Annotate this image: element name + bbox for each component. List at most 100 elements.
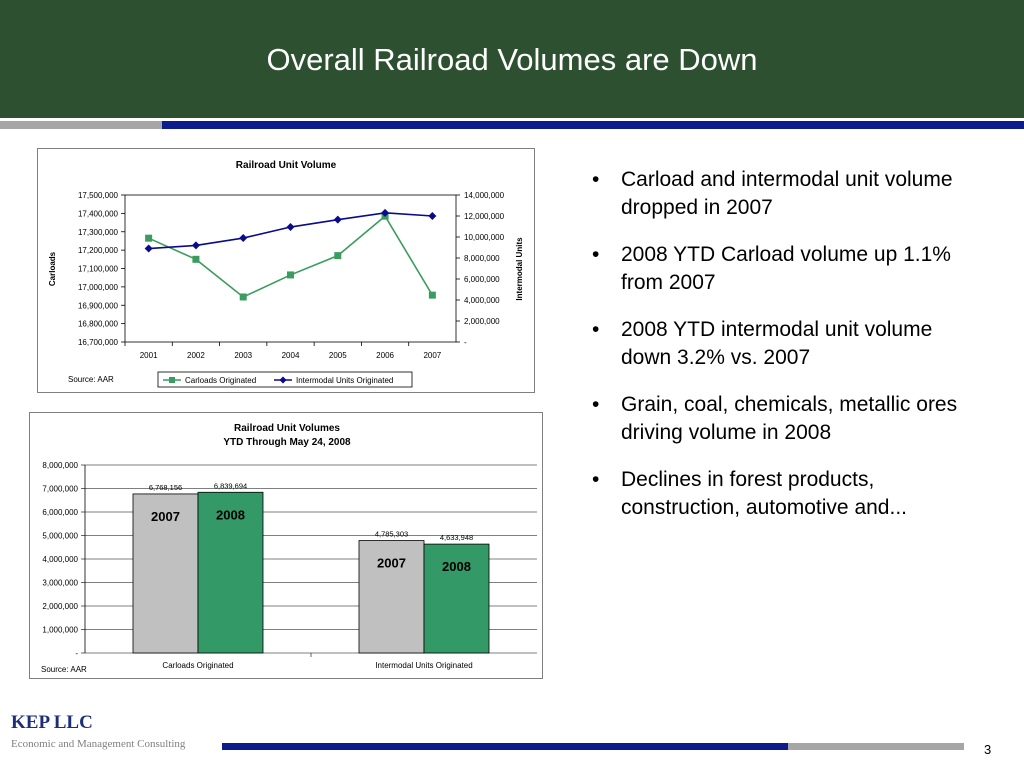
bar-category-label: Carloads Originated bbox=[162, 661, 233, 670]
left-tick-label: 17,400,000 bbox=[78, 209, 119, 218]
x-tick-label: 2004 bbox=[282, 351, 300, 360]
bar-tick-label: 1,000,000 bbox=[42, 626, 78, 635]
bar-year-label: 2008 bbox=[216, 507, 245, 522]
bar-2008-carloads bbox=[197, 491, 264, 654]
bar-2008-intermodal bbox=[423, 543, 490, 654]
bar-value-label: 4,785,303 bbox=[375, 530, 408, 539]
right-tick-label: 12,000,000 bbox=[464, 212, 505, 221]
x-tick-label: 2006 bbox=[376, 351, 394, 360]
company-logo: KEP LLC bbox=[11, 712, 93, 733]
left-tick-label: 16,800,000 bbox=[78, 320, 119, 329]
bar-tick-label: 7,000,000 bbox=[42, 485, 78, 494]
right-axis-label: Intermodal Units bbox=[515, 237, 524, 301]
footer-rule-gray bbox=[788, 743, 964, 750]
right-tick-label: 10,000,000 bbox=[464, 233, 505, 242]
company-tagline: Economic and Management Consulting bbox=[11, 738, 186, 750]
left-tick-label: 17,300,000 bbox=[78, 228, 119, 237]
carloads-point bbox=[428, 291, 436, 299]
bar-year-label: 2007 bbox=[151, 509, 180, 524]
bullet-text: 2008 YTD Carload volume up 1.1% from 200… bbox=[621, 243, 951, 294]
bar-year-label: 2007 bbox=[377, 556, 406, 571]
bullet-text: 2008 YTD intermodal unit volume down 3.2… bbox=[621, 318, 933, 369]
bar-value-label: 6,768,156 bbox=[149, 483, 182, 492]
bar-tick-label: 5,000,000 bbox=[42, 532, 78, 541]
right-tick-label: 2,000,000 bbox=[464, 317, 500, 326]
carloads-point bbox=[334, 252, 342, 260]
header-rule-navy bbox=[162, 121, 1024, 129]
carloads-point bbox=[239, 293, 247, 301]
line-plot-area bbox=[124, 194, 457, 343]
bar-chart: Railroad Unit Volumes YTD Through May 24… bbox=[41, 423, 537, 674]
right-tick-label: 4,000,000 bbox=[464, 296, 500, 305]
left-tick-label: 17,100,000 bbox=[78, 265, 119, 274]
bar-2007-intermodal bbox=[358, 540, 425, 654]
legend-carloads-label: Carloads Originated bbox=[185, 376, 256, 385]
bullet-text: Grain, coal, chemicals, metallic ores dr… bbox=[621, 393, 958, 444]
line-chart-source: Source: AAR bbox=[68, 375, 114, 384]
bullet-dot-icon: • bbox=[592, 243, 600, 266]
right-tick-label: 14,000,000 bbox=[464, 191, 505, 200]
bullet-dot-icon: • bbox=[592, 393, 600, 416]
page-number: 3 bbox=[984, 742, 992, 757]
x-tick-label: 2005 bbox=[329, 351, 347, 360]
left-tick-label: 17,000,000 bbox=[78, 283, 119, 292]
legend-intermodal-marker bbox=[279, 376, 287, 384]
bullet-item: • Carload and intermodal unit volume drop… bbox=[588, 166, 988, 222]
bullet-item: • 2008 YTD intermodal unit volume down 3.… bbox=[588, 316, 988, 372]
bullet-dot-icon: • bbox=[592, 318, 600, 341]
bar-category-label: Intermodal Units Originated bbox=[375, 661, 472, 670]
bullet-list: • Carload and intermodal unit volume drop… bbox=[588, 166, 988, 541]
left-axis-label: Carloads bbox=[48, 251, 57, 286]
intermodal-point bbox=[428, 212, 437, 220]
right-tick-label: 6,000,000 bbox=[464, 275, 500, 284]
bar-tick-label: - bbox=[75, 649, 78, 658]
x-tick-label: 2007 bbox=[423, 351, 441, 360]
bar-value-label: 4,633,948 bbox=[440, 533, 473, 542]
bar-chart-source: Source: AAR bbox=[41, 665, 87, 674]
right-tick-label: - bbox=[464, 338, 467, 347]
legend-carloads-marker bbox=[169, 377, 175, 383]
bar-tick-label: 6,000,000 bbox=[42, 508, 78, 517]
right-tick-label: 8,000,000 bbox=[464, 254, 500, 263]
left-tick-label: 16,900,000 bbox=[78, 301, 119, 310]
line-chart-title: Railroad Unit Volume bbox=[236, 160, 337, 171]
header-rule-gray bbox=[0, 121, 162, 129]
bar-chart-title: Railroad Unit Volumes bbox=[234, 423, 340, 434]
bullet-dot-icon: • bbox=[592, 168, 600, 191]
bar-chart-subtitle: YTD Through May 24, 2008 bbox=[223, 437, 351, 448]
bullet-item: • 2008 YTD Carload volume up 1.1% from 20… bbox=[588, 241, 988, 297]
footer-rule-navy bbox=[222, 743, 788, 750]
intermodal-point bbox=[333, 215, 342, 224]
bullet-text: Declines in forest products, constructio… bbox=[621, 468, 907, 519]
header-band bbox=[0, 0, 1024, 118]
bar-chart-panel: Railroad Unit Volumes YTD Through May 24… bbox=[29, 412, 543, 679]
bar-tick-label: 3,000,000 bbox=[42, 579, 78, 588]
bar-value-label: 6,839,694 bbox=[214, 481, 247, 490]
left-tick-label: 17,500,000 bbox=[78, 191, 119, 200]
bullet-dot-icon: • bbox=[592, 468, 600, 491]
slide-title: Overall Railroad Volumes are Down bbox=[266, 42, 758, 77]
legend-intermodal-label: Intermodal Units Originated bbox=[296, 376, 393, 385]
intermodal-point bbox=[239, 234, 248, 243]
bullet-item: • Grain, coal, chemicals, metallic ores d… bbox=[588, 391, 988, 447]
intermodal-point bbox=[286, 223, 295, 232]
carloads-point bbox=[145, 234, 153, 242]
line-chart-panel: Railroad Unit Volume Carloads Intermodal… bbox=[37, 148, 535, 393]
bar-2007-carloads bbox=[132, 493, 199, 654]
bullet-item: • Declines in forest products, constructi… bbox=[588, 466, 988, 522]
x-tick-label: 2001 bbox=[140, 351, 158, 360]
bullet-text: Carload and intermodal unit volume dropp… bbox=[621, 168, 953, 219]
bar-year-label: 2008 bbox=[442, 559, 471, 574]
x-tick-label: 2002 bbox=[187, 351, 205, 360]
left-tick-label: 16,700,000 bbox=[78, 338, 119, 347]
bar-tick-label: 2,000,000 bbox=[42, 602, 78, 611]
carloads-point bbox=[192, 255, 200, 263]
x-tick-label: 2003 bbox=[234, 351, 252, 360]
intermodal-point bbox=[144, 244, 153, 253]
bar-tick-label: 4,000,000 bbox=[42, 555, 78, 564]
intermodal-point bbox=[381, 208, 390, 217]
carloads-point bbox=[287, 271, 294, 279]
intermodal-point bbox=[191, 241, 200, 250]
bar-tick-label: 8,000,000 bbox=[42, 461, 78, 470]
line-chart: Railroad Unit Volume Carloads Intermodal… bbox=[48, 160, 524, 388]
